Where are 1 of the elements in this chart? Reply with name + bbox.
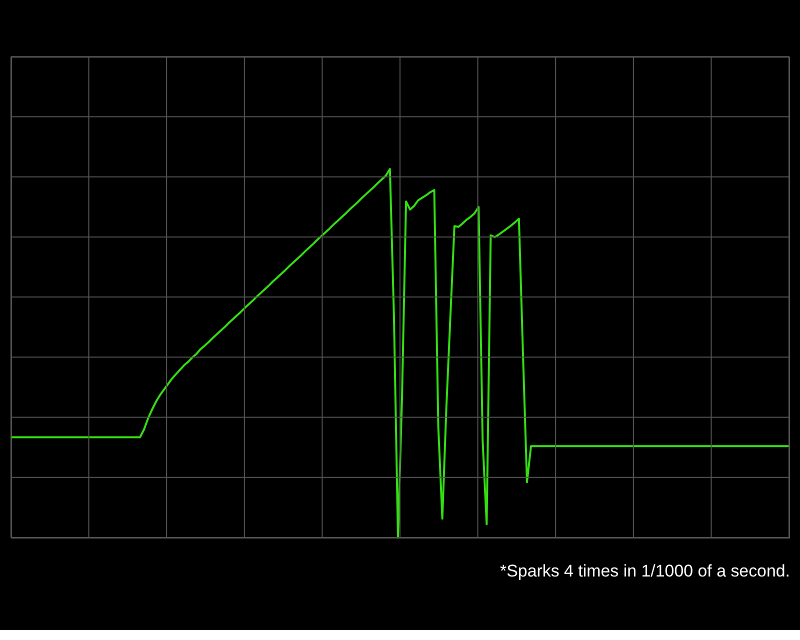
text: *Sparks 4 times in 1/1000 of a second. xyxy=(500,561,790,580)
